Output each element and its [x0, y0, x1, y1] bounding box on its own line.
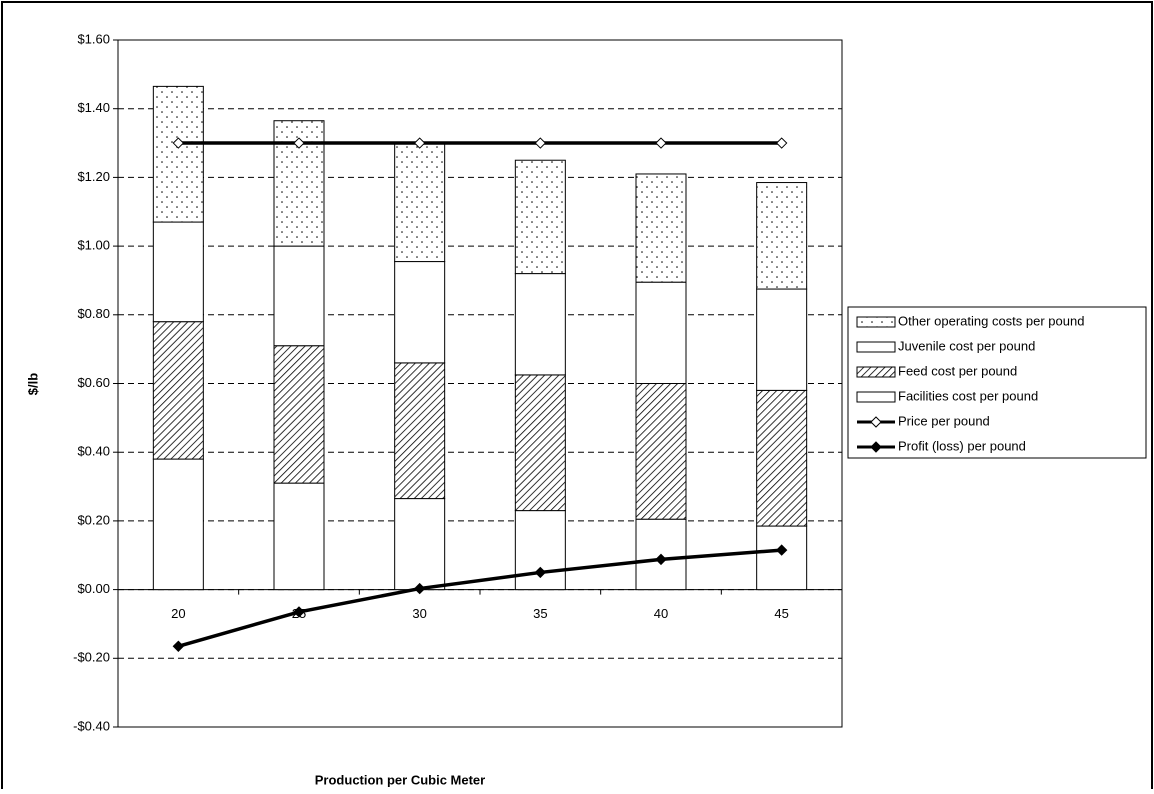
y-tick-label: $0.00	[77, 581, 110, 596]
y-tick-label: -$0.40	[73, 718, 110, 733]
line-marker	[534, 137, 547, 149]
bar-segment	[152, 321, 204, 460]
bar-segment	[394, 498, 446, 591]
line-marker	[293, 606, 305, 618]
bar-segment	[152, 85, 204, 223]
line-marker	[413, 582, 426, 595]
y-tick-label: $0.20	[77, 512, 110, 527]
y-tick-label: $0.40	[77, 444, 110, 459]
line-marker	[413, 137, 426, 149]
x-tick-label: 30	[412, 606, 426, 621]
legend-swatch	[856, 366, 896, 378]
bar-segment	[273, 245, 325, 347]
line-marker	[172, 640, 185, 652]
bar-segment	[514, 374, 566, 512]
legend-label: Other operating costs per pound	[898, 313, 1084, 328]
line-marker	[655, 137, 667, 149]
legend	[847, 306, 1147, 459]
legend-swatch	[856, 341, 896, 353]
bar-segment	[514, 273, 566, 376]
line-marker	[775, 137, 788, 149]
legend-label: Profit (loss) per pound	[898, 438, 1026, 453]
bar-segment	[756, 182, 808, 290]
x-tick-label: 20	[171, 606, 185, 621]
bar-segment	[756, 525, 808, 591]
legend-label: Feed cost per pound	[898, 363, 1017, 378]
line-marker	[655, 553, 667, 566]
bar-segment	[756, 288, 808, 391]
x-tick-label: 35	[533, 606, 547, 621]
line-series	[177, 548, 782, 648]
y-tick-label: $1.60	[77, 31, 110, 46]
bar-segment	[273, 482, 325, 591]
bar-segment	[635, 173, 687, 283]
x-tick-label: 45	[774, 606, 788, 621]
legend-swatch	[856, 391, 896, 403]
line-marker	[775, 544, 788, 556]
legend-label: Juvenile cost per pound	[898, 338, 1035, 353]
legend-marker	[870, 416, 882, 428]
line-marker	[172, 137, 185, 149]
bar-segment	[635, 383, 687, 520]
legend-label: Price per pound	[898, 413, 990, 428]
y-tick-label: $1.00	[77, 238, 110, 253]
bar-segment	[273, 345, 325, 484]
bar-segment	[394, 261, 446, 364]
x-tick-label: 40	[654, 606, 668, 621]
legend-label: Facilities cost per pound	[898, 388, 1038, 403]
legend-marker	[870, 441, 882, 453]
y-tick-label: -$0.20	[73, 650, 110, 665]
legend-swatch	[856, 316, 896, 328]
line-marker	[534, 566, 547, 579]
x-tick-label: 25	[292, 606, 306, 621]
line-marker	[293, 137, 305, 149]
bar-segment	[152, 458, 204, 591]
y-tick-label: $1.20	[77, 169, 110, 184]
bar-segment	[635, 281, 687, 385]
bar-segment	[394, 362, 446, 500]
bar-segment	[394, 142, 446, 263]
bar-segment	[514, 159, 566, 275]
bar-segment	[152, 221, 204, 323]
x-axis-label: Production per Cubic Meter	[315, 772, 485, 787]
y-tick-label: $0.60	[77, 375, 110, 390]
y-tick-label: $1.40	[77, 100, 110, 115]
y-tick-label: $0.80	[77, 306, 110, 321]
bar-segment	[756, 389, 808, 527]
y-axis-label: $/lb	[25, 373, 40, 395]
